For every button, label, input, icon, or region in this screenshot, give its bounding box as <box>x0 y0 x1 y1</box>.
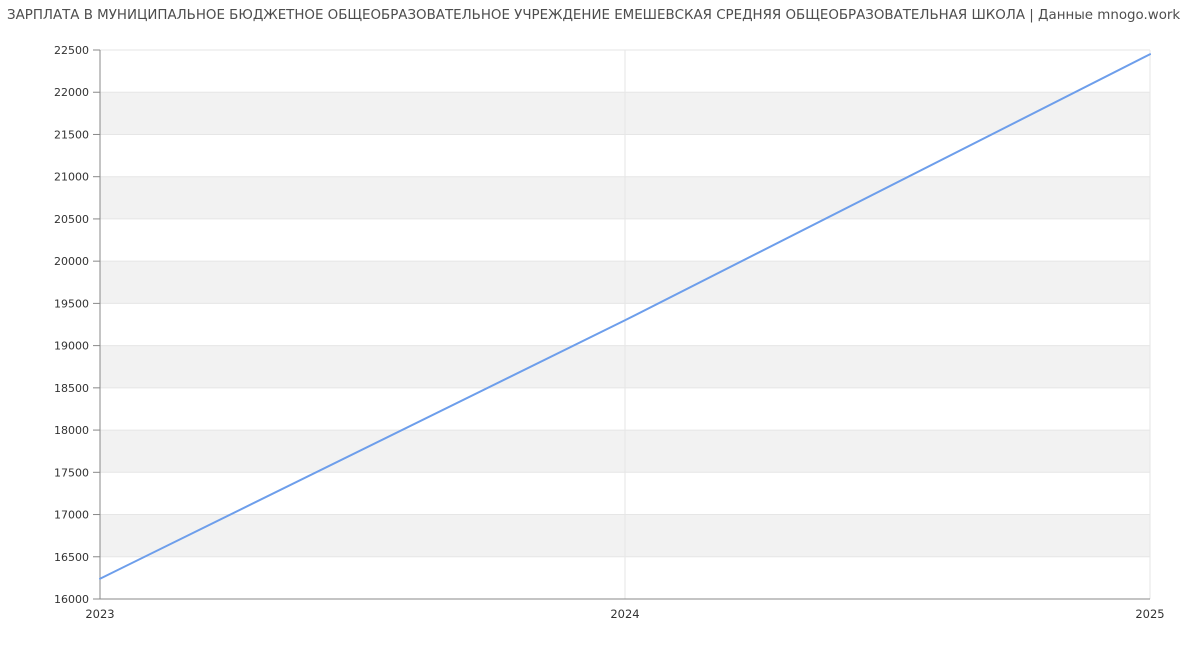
y-tick-label: 19500 <box>54 297 89 310</box>
x-tick-labels: 2023 2024 2025 <box>85 607 1164 621</box>
x-tick-label: 2024 <box>610 607 639 621</box>
v-gridlines <box>624 50 1151 599</box>
salary-line <box>99 53 1151 580</box>
y-tick-labels: 16000 16500 17000 17500 18000 18500 19000 19500… <box>54 44 89 606</box>
y-tick-label: 22500 <box>54 44 89 57</box>
y-tick-label: 18000 <box>54 424 89 437</box>
y-tick-label: 21500 <box>54 128 89 141</box>
y-tick-label: 20000 <box>54 255 89 268</box>
y-tick-label: 16000 <box>54 593 89 606</box>
y-tick-label: 17000 <box>54 509 89 522</box>
x-tick-label: 2025 <box>1135 607 1164 621</box>
y-tick-label: 18500 <box>54 382 89 395</box>
y-tick-label: 20500 <box>54 213 89 226</box>
chart-title: ЗАРПЛАТА В МУНИЦИПАЛЬНОЕ БЮДЖЕТНОЕ ОБЩЕО… <box>7 8 1181 23</box>
y-tick-label: 16500 <box>54 551 89 564</box>
y-tick-label: 17500 <box>54 466 89 479</box>
axes <box>93 49 1150 600</box>
y-tick-label: 19000 <box>54 340 89 353</box>
x-tick-label: 2023 <box>85 607 114 621</box>
y-tick-label: 21000 <box>54 171 89 184</box>
y-tick-label: 22000 <box>54 86 89 99</box>
